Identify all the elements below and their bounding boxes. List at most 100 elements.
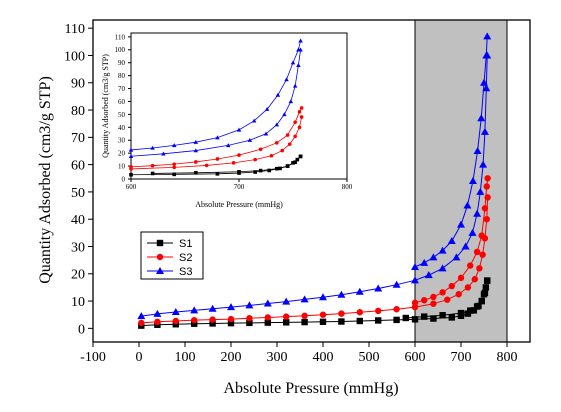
inset-data-point-s1: [237, 169, 241, 174]
data-point-s1: [470, 307, 478, 314]
inset-series-s1: [129, 154, 303, 177]
x-tick-label: 100: [175, 350, 196, 365]
inset-data-point-s1: [172, 172, 176, 177]
inset-x-axis-label: Absolute Pressure (mmHg): [195, 200, 283, 209]
data-point-s3: [473, 209, 482, 217]
data-point-s3: [300, 295, 309, 303]
data-point-s3: [337, 290, 346, 298]
inset-data-point-s2: [280, 148, 285, 153]
data-point-s1: [191, 320, 198, 327]
data-point-s3: [245, 301, 254, 309]
data-point-s3: [411, 262, 419, 270]
data-point-s3: [447, 237, 456, 245]
inset-y-tick-label: 70: [118, 85, 126, 93]
data-point-s1: [448, 314, 455, 321]
data-point-s3: [482, 84, 491, 92]
data-point-s2: [430, 300, 437, 307]
data-point-s1: [402, 314, 409, 322]
legend-box: [140, 231, 204, 280]
data-point-s3: [473, 146, 482, 154]
data-point-s2: [411, 299, 419, 306]
data-point-s1: [467, 307, 474, 314]
inset-x-tick-label: 700: [234, 183, 245, 191]
inset-data-point-s2: [253, 157, 257, 162]
inset-plot: 600 700 800 0 10 20 30 40 50 60 70 80 90 100 110 Absol…: [101, 32, 353, 209]
inset-series-line-s3-adsorption: [130, 49, 301, 157]
data-point-s1: [457, 309, 465, 317]
legend: S1 S2 S3: [140, 231, 204, 280]
data-point-s2: [481, 205, 489, 212]
inset-data-point-s3: [251, 118, 257, 123]
data-point-s1: [227, 319, 235, 327]
inset-data-point-s2: [194, 160, 198, 164]
inset-y-tick-label: 10: [118, 163, 126, 171]
inset-y-tick-label: 90: [118, 59, 126, 67]
data-point-s1: [473, 303, 481, 310]
inset-data-point-s3: [284, 77, 289, 82]
inset-data-point-s1: [278, 166, 282, 171]
inset-data-point-s3: [236, 127, 242, 132]
data-point-s3: [457, 220, 465, 228]
inset-data-point-s2: [172, 165, 176, 170]
x-tick-label: 300: [267, 350, 288, 365]
data-point-s2: [464, 284, 472, 291]
data-point-s2: [483, 216, 490, 223]
inset-y-tick-label: 20: [118, 150, 126, 158]
data-point-s3: [452, 253, 461, 261]
inset-data-point-s1: [194, 170, 198, 175]
main-plot: -100 0 100 200 300 400 500 600 700 80001020304050…: [37, 19, 531, 397]
inset-data-point-s1: [215, 172, 220, 176]
data-point-s3: [282, 297, 291, 305]
inset-data-point-s2: [231, 161, 236, 165]
data-point-s3: [429, 253, 438, 261]
inset-data-point-s1: [291, 161, 295, 165]
inset-data-point-s1: [150, 171, 155, 176]
x-axis-label: Absolute Pressure (mmHg): [223, 380, 398, 397]
inset-data-point-s2: [299, 106, 304, 110]
data-point-s1: [478, 297, 485, 305]
inset-data-point-s3: [275, 92, 281, 97]
data-point-s1: [283, 319, 290, 326]
inset-data-point-s1: [253, 170, 257, 174]
data-point-s1: [481, 289, 489, 297]
data-point-s2: [455, 291, 462, 298]
inset-x-tick-label: 800: [342, 183, 353, 191]
data-point-s3: [438, 246, 447, 254]
legend-marker-s3: [156, 267, 164, 274]
inset-data-point-s3: [290, 60, 296, 65]
data-point-s2: [301, 312, 308, 320]
x-tick-label: 400: [313, 350, 334, 365]
data-point-s2: [154, 318, 161, 326]
series-s3: [137, 32, 492, 320]
data-point-s1: [421, 313, 428, 320]
data-point-s2: [264, 314, 271, 321]
main-series: [137, 32, 492, 329]
y-tick-label: 20: [71, 268, 85, 283]
inset-data-point-s3: [296, 63, 301, 67]
data-point-s2: [478, 232, 485, 239]
data-point-s3: [480, 78, 488, 86]
data-point-s3: [153, 309, 162, 317]
data-point-s3: [137, 312, 146, 320]
data-point-s2: [476, 265, 483, 272]
data-point-s2: [448, 282, 455, 290]
inset-data-point-s2: [258, 147, 263, 152]
inset-data-point-s3: [128, 147, 134, 152]
data-point-s1: [319, 318, 327, 326]
data-point-s2: [172, 317, 179, 325]
data-point-s1: [430, 315, 437, 322]
data-point-s2: [393, 306, 400, 313]
data-point-s3: [476, 187, 485, 195]
inset-data-point-s3: [225, 143, 231, 148]
x-tick-label: 600: [405, 350, 426, 365]
data-point-s2: [227, 315, 235, 323]
data-point-s1: [264, 319, 271, 326]
data-point-s3: [190, 306, 199, 314]
data-point-s1: [338, 318, 345, 325]
y-tick-label: 100: [64, 49, 85, 64]
inset-data-point-s3: [282, 112, 287, 117]
inset-data-point-s2: [285, 133, 290, 137]
data-point-s3: [438, 264, 447, 272]
data-point-s2: [483, 183, 490, 190]
